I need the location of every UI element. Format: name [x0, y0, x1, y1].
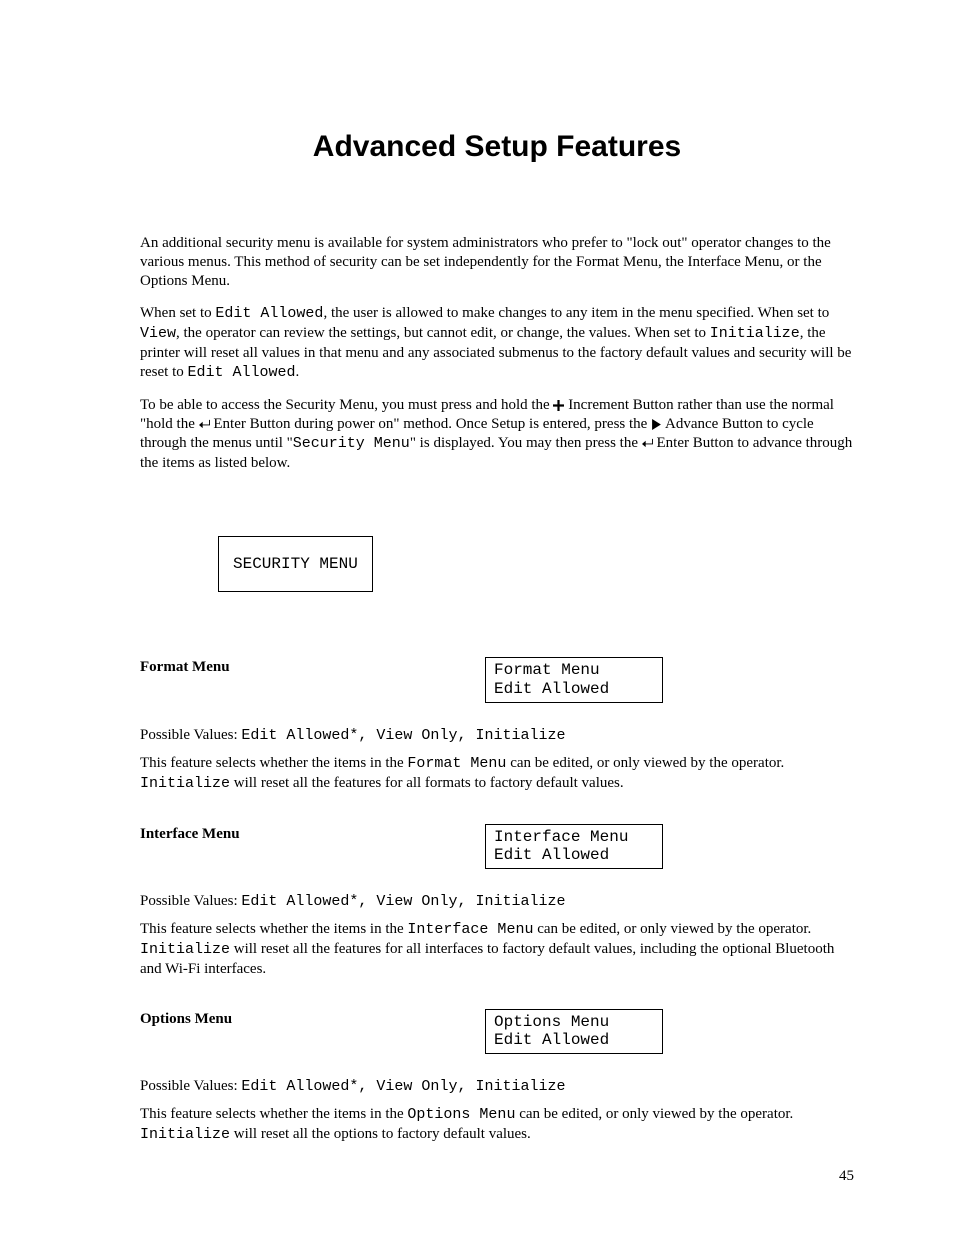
display-line: Edit Allowed [494, 846, 654, 864]
display-line: Edit Allowed [494, 1031, 654, 1049]
inline-code-initialize: Initialize [710, 325, 800, 342]
interface-menu-description: This feature selects whether the items i… [140, 920, 854, 978]
inline-code-menu: Format Menu [407, 755, 506, 772]
display-line: Edit Allowed [494, 680, 654, 698]
enter-left-arrow-icon [642, 438, 653, 449]
plus-icon [553, 400, 564, 411]
options-menu-display-box: Options Menu Edit Allowed [485, 1009, 663, 1055]
text: To be able to access the Security Menu, … [140, 397, 553, 413]
options-menu-row: Options Menu Options Menu Edit Allowed [140, 1009, 854, 1055]
text: This feature selects whether the items i… [140, 755, 407, 771]
text: This feature selects whether the items i… [140, 921, 407, 937]
inline-code-initialize: Initialize [140, 775, 230, 792]
intro-paragraph-1: An additional security menu is available… [140, 234, 854, 290]
advance-right-triangle-icon [651, 419, 662, 430]
label: Possible Values: [140, 1078, 241, 1094]
inline-code-view: View [140, 325, 176, 342]
values: Edit Allowed*, View Only, Initialize [241, 893, 565, 910]
inline-code-edit-allowed: Edit Allowed [187, 364, 295, 381]
security-menu-display-box: SECURITY MENU [218, 536, 373, 592]
label: Possible Values: [140, 727, 241, 743]
text: , the user is allowed to make changes to… [323, 305, 829, 321]
values: Edit Allowed*, View Only, Initialize [241, 1078, 565, 1095]
inline-code-menu: Interface Menu [407, 921, 533, 938]
interface-menu-row: Interface Menu Interface Menu Edit Allow… [140, 824, 854, 870]
text: Enter Button during power on" method. On… [210, 416, 651, 432]
interface-menu-heading: Interface Menu [140, 824, 485, 843]
document-page: Advanced Setup Features An additional se… [0, 0, 954, 1235]
text: , the operator can review the settings, … [176, 325, 710, 341]
text: When set to [140, 305, 215, 321]
intro-paragraph-3: To be able to access the Security Menu, … [140, 396, 854, 472]
format-menu-description: This feature selects whether the items i… [140, 754, 854, 794]
inline-code-security-menu: Security Menu [293, 435, 410, 452]
enter-left-arrow-icon [199, 419, 210, 430]
text: can be edited, or only viewed by the ope… [515, 1106, 793, 1122]
page-number: 45 [839, 1168, 854, 1185]
inline-code-menu: Options Menu [407, 1106, 515, 1123]
text: will reset all the options to factory de… [230, 1126, 531, 1142]
options-possible-values: Possible Values: Edit Allowed*, View Onl… [140, 1078, 854, 1095]
values: Edit Allowed*, View Only, Initialize [241, 727, 565, 744]
text: can be edited, or only viewed by the ope… [533, 921, 811, 937]
interface-possible-values: Possible Values: Edit Allowed*, View Onl… [140, 893, 854, 910]
options-menu-heading: Options Menu [140, 1009, 485, 1028]
format-possible-values: Possible Values: Edit Allowed*, View Onl… [140, 727, 854, 744]
page-title: Advanced Setup Features [140, 130, 854, 164]
label: Possible Values: [140, 893, 241, 909]
format-menu-row: Format Menu Format Menu Edit Allowed [140, 657, 854, 703]
text: . [296, 364, 300, 380]
text: can be edited, or only viewed by the ope… [506, 755, 784, 771]
display-line: Format Menu [494, 661, 654, 679]
interface-menu-display-box: Interface Menu Edit Allowed [485, 824, 663, 870]
text: " is displayed. You may then press the [410, 435, 642, 451]
options-menu-description: This feature selects whether the items i… [140, 1105, 854, 1145]
text: will reset all the features for all form… [230, 775, 624, 791]
inline-code-edit-allowed: Edit Allowed [215, 305, 323, 322]
display-line: Options Menu [494, 1013, 654, 1031]
text: will reset all the features for all inte… [140, 941, 834, 977]
inline-code-initialize: Initialize [140, 941, 230, 958]
display-line: Interface Menu [494, 828, 654, 846]
format-menu-heading: Format Menu [140, 657, 485, 676]
format-menu-display-box: Format Menu Edit Allowed [485, 657, 663, 703]
inline-code-initialize: Initialize [140, 1126, 230, 1143]
intro-paragraph-2: When set to Edit Allowed, the user is al… [140, 304, 854, 382]
text: This feature selects whether the items i… [140, 1106, 407, 1122]
